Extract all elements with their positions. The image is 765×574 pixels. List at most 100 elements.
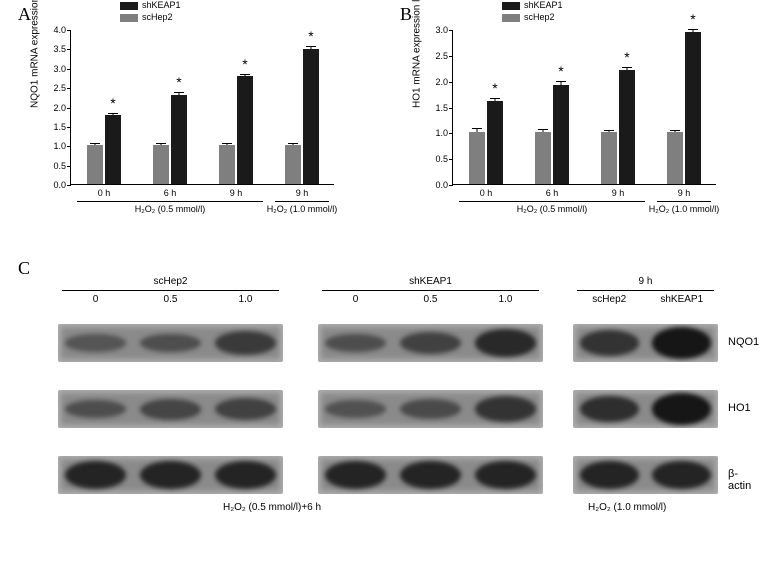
y-axis-label: HO1 mRNA expression levels	[412, 0, 423, 108]
blot-lane-label: 1.0	[208, 294, 283, 305]
error-cap	[288, 143, 298, 144]
significance-star: *	[110, 95, 115, 111]
significance-star: *	[308, 28, 313, 44]
x-tick-label: 9 h	[230, 188, 243, 198]
blot-band	[580, 396, 639, 423]
y-tick-mark	[67, 49, 71, 50]
blot-lane-label: shKEAP1	[646, 294, 719, 305]
y-tick-mark	[67, 185, 71, 186]
bar-schep2	[469, 132, 485, 184]
chart-a-plot: 0.00.51.01.52.02.53.03.54.0*0 h*6 h*9 h*…	[28, 12, 348, 212]
blot-band	[140, 399, 202, 420]
significance-star: *	[624, 49, 629, 65]
legend-item: shKEAP1	[120, 0, 181, 10]
blot-band	[475, 396, 537, 421]
blot-band	[400, 399, 462, 419]
blot-group-line	[62, 290, 279, 291]
blot-group-title: scHep2	[58, 276, 283, 287]
x-tick-label: 9 h	[296, 188, 309, 198]
y-axis-label: NQO1 mRNA expression levels	[30, 0, 41, 108]
blot-lane-label: 0.5	[393, 294, 468, 305]
bar-schep2	[285, 145, 301, 184]
error-bar	[240, 74, 250, 77]
y-tick-mark	[449, 108, 453, 109]
bar-shkeap1	[487, 101, 503, 184]
x-axis-range-line	[77, 201, 263, 202]
protein-label: HO1	[728, 402, 751, 414]
y-tick: 1.5	[46, 122, 66, 132]
error-bar	[156, 143, 166, 145]
bar-schep2	[535, 132, 551, 184]
blot-bottom-label: H₂O₂ (0.5 mmol/l)+6 h	[223, 502, 321, 513]
blot-band	[325, 334, 387, 353]
bar-shkeap1	[171, 95, 187, 184]
y-tick-mark	[449, 82, 453, 83]
protein-label: β-actin	[728, 468, 751, 492]
blot-lane-label: 0	[318, 294, 393, 305]
blot-band	[475, 329, 537, 357]
y-tick: 3.0	[428, 25, 448, 35]
blot-cell	[573, 390, 718, 428]
error-cap	[306, 46, 316, 47]
error-cap	[538, 129, 548, 130]
legend-item: scHep2	[502, 12, 563, 22]
y-tick: 0.0	[46, 180, 66, 190]
error-bar	[490, 98, 500, 102]
bar-shkeap1	[237, 76, 253, 184]
x-axis-range-line	[275, 201, 329, 202]
y-tick-mark	[67, 108, 71, 109]
y-tick-mark	[449, 133, 453, 134]
legend-label: scHep2	[524, 12, 555, 22]
error-bar	[538, 129, 548, 132]
blot-band	[580, 461, 639, 490]
legend-swatch	[120, 14, 138, 22]
y-tick-mark	[67, 166, 71, 167]
legend: shKEAP1scHep2	[502, 0, 563, 24]
error-bar	[222, 143, 232, 145]
y-tick: 1.5	[428, 103, 448, 113]
x-axis-range-label: H₂O₂ (0.5 mmol/l)	[517, 204, 588, 214]
legend-swatch	[120, 2, 138, 10]
y-tick-mark	[449, 56, 453, 57]
legend-swatch	[502, 2, 520, 10]
x-axis-range-line	[657, 201, 711, 202]
legend: shKEAP1scHep2	[120, 0, 181, 24]
blot-band	[325, 400, 387, 418]
y-tick-mark	[67, 146, 71, 147]
y-tick: 0.5	[428, 154, 448, 164]
y-tick-mark	[67, 88, 71, 89]
x-axis-range-label: H₂O₂ (1.0 mmol/l)	[267, 204, 338, 214]
error-bar	[108, 113, 118, 115]
chart-a: 0.00.51.01.52.02.53.03.54.0*0 h*6 h*9 h*…	[28, 12, 348, 212]
x-axis-range-line	[459, 201, 645, 202]
error-bar	[306, 46, 316, 49]
blot-band	[475, 461, 537, 490]
error-bar	[174, 92, 184, 95]
y-tick: 1.0	[46, 141, 66, 151]
significance-star: *	[242, 56, 247, 72]
x-tick-label: 0 h	[98, 188, 111, 198]
y-tick-mark	[67, 127, 71, 128]
blot-lane-label: 1.0	[468, 294, 543, 305]
bar-schep2	[153, 145, 169, 184]
bar-schep2	[219, 145, 235, 184]
y-tick-mark	[67, 69, 71, 70]
legend-swatch	[502, 14, 520, 22]
error-cap	[174, 92, 184, 93]
significance-star: *	[690, 11, 695, 27]
y-tick-mark	[449, 185, 453, 186]
blot-cell	[573, 324, 718, 362]
x-tick-label: 9 h	[678, 188, 691, 198]
y-tick: 2.0	[428, 77, 448, 87]
y-tick: 3.0	[46, 64, 66, 74]
blot-band	[65, 400, 127, 419]
chart-b: 0.00.51.01.52.02.53.0*0 h*6 h*9 h*9 hH₂O…	[410, 12, 730, 212]
error-cap	[688, 29, 698, 30]
y-tick: 0.0	[428, 180, 448, 190]
error-cap	[240, 74, 250, 75]
blot-band	[652, 461, 711, 490]
legend-label: shKEAP1	[142, 0, 181, 10]
blot-group-title: 9 h	[573, 276, 718, 287]
significance-star: *	[558, 63, 563, 79]
blot-band	[215, 331, 277, 355]
